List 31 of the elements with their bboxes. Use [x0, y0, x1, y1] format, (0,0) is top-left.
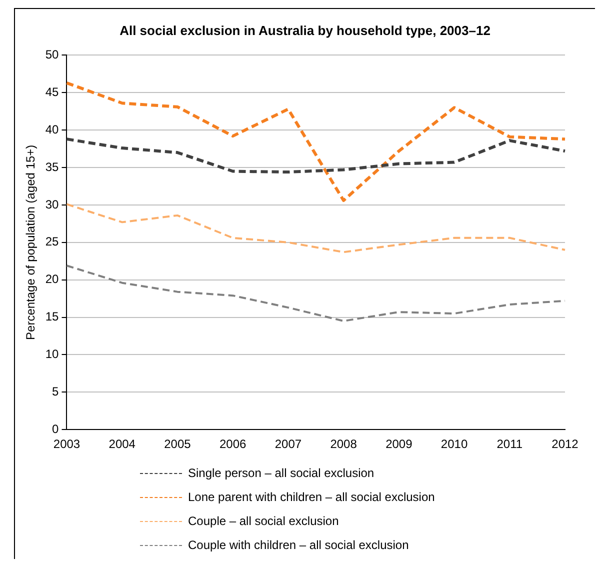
line-series	[65, 81, 566, 202]
y-tick-label: 45	[45, 84, 60, 99]
y-tick-label: 30	[45, 197, 60, 212]
y-tick-label: 5	[52, 384, 60, 398]
chart-title: All social exclusion in Australia by household type, 2003–12	[118, 23, 492, 40]
line-series	[66, 264, 566, 322]
x-tick-label: 2007	[274, 437, 302, 452]
y-axis-title: Percentage of population (aged 15+)	[24, 144, 38, 340]
y-tick-label: 20	[45, 272, 60, 286]
y-tick-label: 15	[45, 310, 60, 324]
x-tick-label: 2011	[496, 437, 523, 452]
x-tick-label: 2009	[386, 437, 413, 452]
x-tick-label: 2003	[53, 437, 80, 452]
y-tick-label: 25	[45, 234, 60, 249]
x-tick-label: 2004	[108, 437, 136, 452]
y-tick-label: 40	[45, 122, 60, 136]
legend-label: Single person – all social exclusion	[188, 466, 374, 480]
legend-label: Couple with children – all social exclusion	[188, 538, 409, 552]
y-tick-label: 35	[45, 160, 60, 174]
x-tick-label: 2012	[552, 437, 579, 452]
y-tick-label: 0	[52, 422, 60, 436]
y-tick-label: 50	[45, 48, 60, 62]
x-tick-label: 2006	[219, 437, 246, 452]
x-tick-label: 2010	[440, 437, 468, 452]
legend-label: Lone parent with children – all social exclusion	[188, 490, 435, 504]
line-series	[66, 203, 566, 254]
legend-label: Couple – all social exclusion	[188, 514, 339, 528]
x-tick-label: 2005	[164, 437, 192, 452]
x-tick-label: 2008	[330, 437, 358, 452]
line-series	[65, 138, 566, 174]
y-tick-label: 10	[45, 347, 60, 362]
